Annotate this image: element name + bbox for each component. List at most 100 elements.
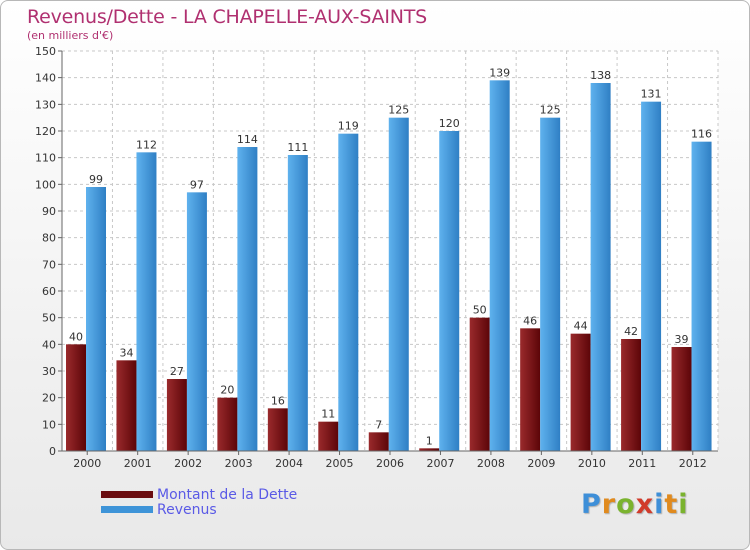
data-label-revenus: 116 bbox=[691, 128, 712, 141]
logo-letter: o bbox=[616, 489, 636, 520]
x-tick-label: 2003 bbox=[225, 457, 253, 470]
data-label-revenus: 138 bbox=[590, 69, 611, 82]
data-label-revenus: 125 bbox=[388, 104, 409, 117]
data-label-revenus: 97 bbox=[190, 178, 204, 191]
bar-dette bbox=[368, 432, 389, 451]
data-label-dette: 50 bbox=[473, 304, 487, 317]
bar-dette bbox=[469, 317, 490, 451]
data-label-dette: 16 bbox=[271, 394, 285, 407]
data-label-revenus: 114 bbox=[237, 133, 258, 146]
logo-letter: i bbox=[654, 489, 665, 520]
data-label-revenus: 99 bbox=[89, 173, 103, 186]
legend-item-revenus: Revenus bbox=[101, 501, 297, 518]
y-tick-label: 90 bbox=[42, 205, 56, 218]
data-label-revenus: 125 bbox=[540, 104, 561, 117]
bar-revenus bbox=[338, 133, 359, 451]
legend-swatch-revenus bbox=[101, 506, 153, 513]
bar-revenus bbox=[186, 192, 207, 452]
data-label-dette: 39 bbox=[675, 333, 689, 346]
bar-dette bbox=[267, 408, 288, 451]
chart-subtitle: (en milliers d'€) bbox=[27, 29, 114, 42]
y-tick-label: 110 bbox=[35, 152, 56, 165]
bar-revenus bbox=[489, 80, 510, 451]
data-label-dette: 46 bbox=[523, 314, 537, 327]
bar-dette bbox=[671, 347, 692, 451]
data-label-dette: 1 bbox=[426, 434, 433, 447]
y-tick-label: 150 bbox=[35, 45, 56, 58]
x-tick-label: 2001 bbox=[124, 457, 152, 470]
legend-label-debt: Montant de la Dette bbox=[157, 486, 298, 503]
bar-revenus bbox=[540, 117, 561, 452]
bar-dette bbox=[621, 339, 642, 451]
y-tick-label: 130 bbox=[35, 98, 56, 111]
logo-letter: r bbox=[601, 489, 617, 520]
y-tick-label: 0 bbox=[49, 445, 56, 458]
data-label-dette: 42 bbox=[624, 325, 638, 338]
logo-letter: x bbox=[635, 489, 655, 520]
data-label-dette: 44 bbox=[574, 320, 588, 333]
data-label-dette: 27 bbox=[170, 365, 184, 378]
legend-swatch-debt bbox=[101, 491, 153, 498]
logo-letter: t bbox=[664, 489, 679, 520]
logo-letter: i bbox=[678, 489, 689, 520]
bar-revenus bbox=[388, 117, 409, 452]
y-tick-label: 10 bbox=[42, 418, 56, 431]
bar-revenus bbox=[136, 152, 157, 452]
data-label-revenus: 131 bbox=[641, 88, 662, 101]
y-tick-label: 60 bbox=[42, 285, 56, 298]
bar-revenus bbox=[641, 101, 662, 452]
x-tick-label: 2008 bbox=[477, 457, 505, 470]
data-label-dette: 7 bbox=[375, 418, 382, 431]
x-tick-label: 2002 bbox=[174, 457, 202, 470]
data-label-dette: 34 bbox=[119, 346, 133, 359]
x-tick-label: 2011 bbox=[628, 457, 656, 470]
data-label-revenus: 111 bbox=[287, 141, 308, 154]
bar-dette bbox=[520, 328, 541, 451]
x-tick-label: 2007 bbox=[426, 457, 454, 470]
chart-title: Revenus/Dette - LA CHAPELLE-AUX-SAINTS bbox=[27, 6, 428, 28]
x-tick-label: 2010 bbox=[578, 457, 606, 470]
data-label-dette: 20 bbox=[220, 384, 234, 397]
data-label-dette: 11 bbox=[321, 408, 335, 421]
y-tick-label: 40 bbox=[42, 338, 56, 351]
legend-item-debt: Montant de la Dette bbox=[101, 486, 298, 503]
legend-label-revenus: Revenus bbox=[157, 501, 217, 518]
y-tick-label: 120 bbox=[35, 125, 56, 138]
x-tick-label: 2012 bbox=[679, 457, 707, 470]
bar-revenus bbox=[86, 187, 106, 451]
x-tick-label: 2006 bbox=[376, 457, 404, 470]
y-tick-label: 140 bbox=[35, 72, 56, 85]
y-tick-label: 100 bbox=[35, 178, 56, 191]
x-tick-label: 2000 bbox=[73, 457, 101, 470]
bar-dette bbox=[166, 379, 187, 451]
proxiti-logo: Proxiti bbox=[581, 489, 689, 520]
bar-dette bbox=[116, 360, 137, 451]
bar-dette bbox=[217, 397, 238, 451]
logo-letter: P bbox=[581, 489, 602, 520]
y-tick-label: 20 bbox=[42, 392, 56, 405]
bar-revenus bbox=[439, 131, 460, 451]
data-label-revenus: 119 bbox=[338, 120, 359, 133]
bar-revenus bbox=[237, 147, 258, 451]
y-tick-label: 70 bbox=[42, 258, 56, 271]
y-tick-label: 50 bbox=[42, 312, 56, 325]
y-tick-label: 80 bbox=[42, 232, 56, 245]
x-tick-label: 2005 bbox=[326, 457, 354, 470]
bar-dette bbox=[66, 344, 86, 451]
bar-dette bbox=[318, 421, 339, 451]
bar-dette bbox=[570, 333, 591, 451]
bar-dette bbox=[419, 448, 440, 451]
x-tick-label: 2004 bbox=[275, 457, 303, 470]
legend: Montant de la Dette Revenus bbox=[101, 486, 298, 518]
data-label-revenus: 112 bbox=[136, 138, 157, 151]
data-label-revenus: 120 bbox=[439, 117, 460, 130]
y-tick-label: 30 bbox=[42, 365, 56, 378]
bar-revenus bbox=[287, 155, 308, 451]
x-tick-label: 2009 bbox=[527, 457, 555, 470]
bar-revenus bbox=[590, 83, 611, 451]
bar-revenus bbox=[691, 141, 712, 451]
data-label-revenus: 139 bbox=[489, 66, 510, 79]
data-label-dette: 40 bbox=[69, 330, 83, 343]
